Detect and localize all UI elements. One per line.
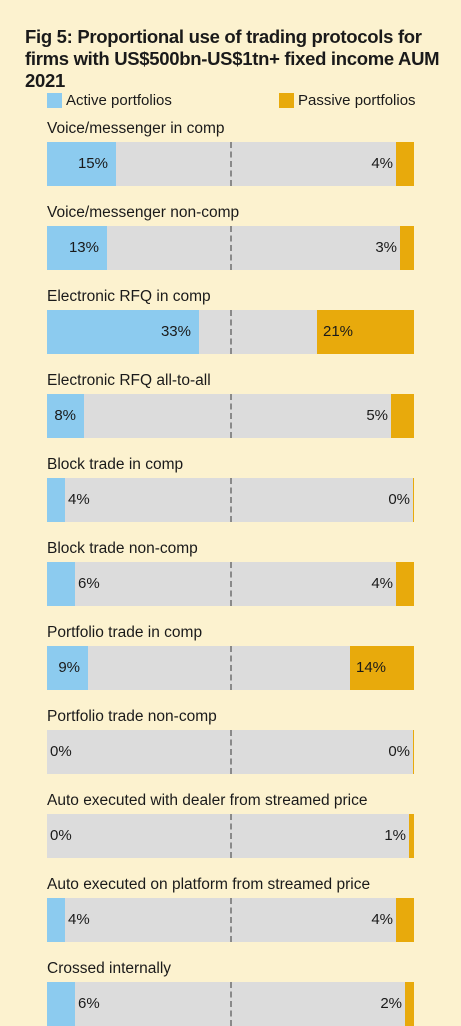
value-label-passive: 4% (371, 155, 393, 172)
bar-passive (396, 898, 414, 942)
bar-active (47, 562, 75, 606)
category-label: Crossed internally (47, 960, 172, 977)
bar-passive (413, 730, 414, 774)
value-label-active: 33% (160, 323, 191, 340)
value-label-active: 13% (68, 239, 99, 256)
category-label: Portfolio trade in comp (47, 624, 203, 641)
bar-track: 6% 2% (47, 982, 414, 1026)
bar-track: 8% 5% (47, 394, 414, 438)
bar-active (47, 310, 199, 354)
midline (230, 898, 232, 942)
midline (230, 478, 232, 522)
value-label-active: 4% (68, 491, 90, 508)
category-label: Electronic RFQ in comp (47, 288, 211, 305)
midline (230, 226, 232, 270)
legend-swatch (47, 92, 62, 108)
bar-track: 0% 1% (47, 814, 414, 858)
bar-track: 15% 4% (47, 142, 414, 186)
bar-passive (396, 142, 414, 186)
midline (230, 562, 232, 606)
category-label: Portfolio trade non-comp (47, 708, 217, 725)
value-label-passive: 1% (384, 827, 406, 844)
category-label: Electronic RFQ all-to-all (47, 372, 211, 389)
legend-label: Passive portfolios (298, 91, 416, 109)
bar-passive (317, 310, 414, 354)
bar-passive (396, 562, 414, 606)
chart-title: Fig 5: Proportional use of trading proto… (25, 26, 440, 91)
value-label-passive: 5% (366, 407, 388, 424)
bar-active (47, 226, 107, 270)
bar-active (47, 982, 75, 1026)
value-label-passive: 21% (323, 323, 354, 340)
value-label-active: 6% (78, 995, 100, 1012)
value-label-active: 4% (68, 911, 90, 928)
midline (230, 394, 232, 438)
midline (230, 142, 232, 186)
bar-active (47, 394, 84, 438)
category-label: Block trade in comp (47, 456, 184, 473)
category-label: Auto executed with dealer from streamed … (47, 792, 368, 809)
bar-passive (350, 646, 414, 690)
legend-item-passive: Passive portfolios (279, 91, 416, 109)
bar-active (47, 898, 65, 942)
bar-track: 13% 3% (47, 226, 414, 270)
bar-track: 4% 4% (47, 898, 414, 942)
bar-passive (400, 226, 414, 270)
bar-passive (413, 478, 414, 522)
bar-passive (409, 814, 414, 858)
legend-swatch (279, 92, 294, 108)
bar-track: 33% 21% (47, 310, 414, 354)
bar-track: 9% 14% (47, 646, 414, 690)
bar-passive (391, 394, 414, 438)
midline (230, 982, 232, 1026)
midline (230, 310, 232, 354)
midline (230, 646, 232, 690)
midline (230, 730, 232, 774)
value-label-passive: 3% (375, 239, 397, 256)
bar-track: 4% 0% (47, 478, 414, 522)
bar-active (47, 142, 116, 186)
bar-track: 0% 0% (47, 730, 414, 774)
value-label-active: 0% (50, 743, 72, 760)
value-label-passive: 4% (371, 911, 393, 928)
value-label-passive: 0% (388, 743, 410, 760)
bar-track: 6% 4% (47, 562, 414, 606)
value-label-active: 6% (78, 575, 100, 592)
category-label: Voice/messenger in comp (47, 120, 225, 137)
legend-label: Active portfolios (66, 91, 172, 109)
value-label-passive: 0% (388, 491, 410, 508)
category-label: Block trade non-comp (47, 540, 198, 557)
value-label-active: 15% (77, 155, 108, 172)
value-label-active: 9% (58, 659, 80, 676)
category-label: Voice/messenger non-comp (47, 204, 240, 221)
legend-item-active: Active portfolios (47, 91, 172, 109)
category-label: Auto executed on platform from streamed … (47, 876, 371, 893)
midline (230, 814, 232, 858)
value-label-active: 0% (50, 827, 72, 844)
bar-active (47, 478, 65, 522)
value-label-passive: 14% (356, 659, 387, 676)
value-label-active: 8% (54, 407, 76, 424)
bar-passive (405, 982, 414, 1026)
value-label-passive: 4% (371, 575, 393, 592)
bar-active (47, 646, 88, 690)
value-label-passive: 2% (380, 995, 402, 1012)
